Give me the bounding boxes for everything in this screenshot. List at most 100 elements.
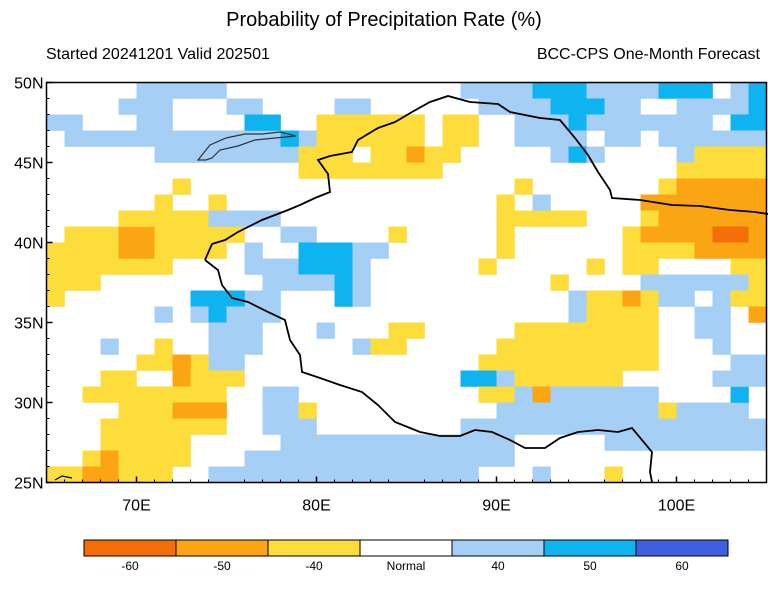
probability-cell xyxy=(586,146,605,163)
probability-cell xyxy=(172,434,191,451)
lon-tick-label: 90E xyxy=(482,498,510,515)
probability-cell xyxy=(568,402,587,419)
probability-cell xyxy=(676,226,695,243)
probability-cell xyxy=(496,194,515,211)
probability-cell xyxy=(532,210,551,227)
probability-cell xyxy=(136,354,155,371)
probability-cell xyxy=(172,146,191,163)
color-legend: -60 -50 -40 Normal 40 50 60 xyxy=(83,539,729,573)
probability-cell xyxy=(640,82,659,99)
probability-cell xyxy=(586,114,605,131)
probability-cell xyxy=(730,242,749,259)
probability-cell xyxy=(730,194,749,211)
probability-cell xyxy=(640,274,659,291)
probability-cell xyxy=(676,274,695,291)
probability-cell xyxy=(244,114,263,131)
probability-cell xyxy=(730,130,749,147)
probability-cell xyxy=(496,338,515,355)
probability-cell xyxy=(100,434,119,451)
probability-cell xyxy=(640,402,659,419)
probability-cell xyxy=(622,338,641,355)
probability-cell xyxy=(712,242,731,259)
probability-cell xyxy=(298,162,317,179)
probability-cell xyxy=(406,146,425,163)
probability-cell xyxy=(514,370,533,387)
probability-cell xyxy=(352,290,371,307)
probability-cell xyxy=(586,306,605,323)
probability-cell xyxy=(226,354,245,371)
probability-cell xyxy=(136,434,155,451)
border-line xyxy=(196,131,297,161)
probability-cell xyxy=(46,114,65,131)
probability-cell xyxy=(208,82,227,99)
probability-cell xyxy=(622,290,641,307)
probability-cell xyxy=(100,370,119,387)
probability-cell xyxy=(748,274,767,291)
border-line xyxy=(204,95,768,261)
probability-cell xyxy=(154,466,173,483)
probability-cell xyxy=(712,290,731,307)
probability-cell xyxy=(532,82,551,99)
probability-cell xyxy=(478,258,497,275)
probability-cell xyxy=(172,130,191,147)
probability-cell xyxy=(514,386,533,403)
probability-cell xyxy=(478,434,497,451)
legend-label: 40 xyxy=(491,559,505,573)
probability-cell xyxy=(586,82,605,99)
probability-cell xyxy=(442,114,461,131)
probability-cell xyxy=(748,114,767,131)
probability-cell xyxy=(712,194,731,211)
probability-cell xyxy=(64,226,83,243)
probability-cell xyxy=(748,354,767,371)
probability-cell xyxy=(604,306,623,323)
probability-cell xyxy=(100,418,119,435)
probability-cell xyxy=(730,290,749,307)
probability-cell xyxy=(640,386,659,403)
probability-cell xyxy=(748,194,767,211)
probability-cell xyxy=(604,98,623,115)
probability-cell xyxy=(208,306,227,323)
probability-cell xyxy=(604,130,623,147)
probability-cell xyxy=(586,290,605,307)
probability-cell xyxy=(712,434,731,451)
probability-cell xyxy=(514,210,533,227)
probability-cell xyxy=(604,466,623,483)
probability-cell xyxy=(244,98,263,115)
probability-cell xyxy=(730,146,749,163)
probability-cell xyxy=(748,370,767,387)
probability-cell xyxy=(262,274,281,291)
probability-cell xyxy=(64,466,83,483)
probability-cell xyxy=(622,242,641,259)
probability-cell xyxy=(586,418,605,435)
probability-cell xyxy=(208,354,227,371)
probability-cell xyxy=(640,338,659,355)
probability-cell xyxy=(532,466,551,483)
probability-cell xyxy=(100,258,119,275)
probability-cell xyxy=(280,466,299,483)
probability-cell xyxy=(640,242,659,259)
probability-cell xyxy=(442,146,461,163)
probability-cell xyxy=(748,130,767,147)
probability-cell xyxy=(496,210,515,227)
probability-cell xyxy=(136,226,155,243)
probability-cell xyxy=(496,242,515,259)
probability-cell xyxy=(244,322,263,339)
legend-label: Normal xyxy=(387,559,426,573)
probability-cell xyxy=(352,242,371,259)
country-borders xyxy=(54,95,768,483)
probability-cell xyxy=(118,242,137,259)
probability-cell xyxy=(280,274,299,291)
probability-cell xyxy=(280,130,299,147)
probability-cell xyxy=(280,258,299,275)
probability-cell xyxy=(334,242,353,259)
probability-cell xyxy=(316,130,335,147)
probability-cell xyxy=(586,322,605,339)
probability-cell xyxy=(46,258,65,275)
probability-cell xyxy=(586,258,605,275)
probability-cell xyxy=(712,274,731,291)
probability-cell xyxy=(208,146,227,163)
probability-cell xyxy=(640,194,659,211)
probability-cell xyxy=(730,178,749,195)
probability-cell xyxy=(712,210,731,227)
probability-cell xyxy=(748,242,767,259)
